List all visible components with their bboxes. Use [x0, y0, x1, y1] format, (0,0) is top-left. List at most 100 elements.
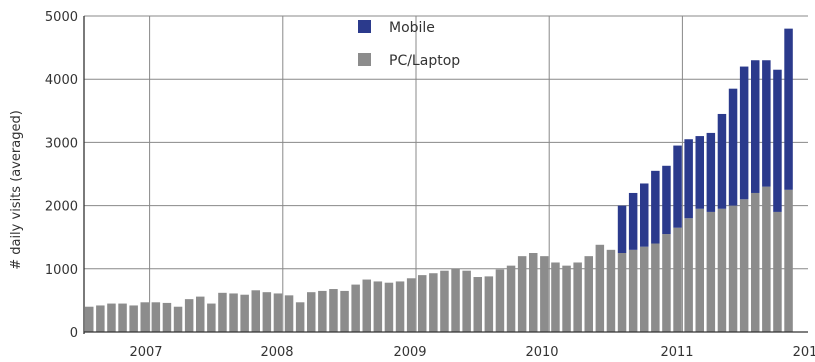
- bar-pc: [251, 290, 260, 332]
- bar-pc: [595, 244, 605, 332]
- x-tick-label: 2011: [660, 345, 693, 360]
- x-tick-label: 2008: [260, 345, 293, 360]
- bar-pc: [751, 192, 760, 332]
- y-tick-label: 1000: [45, 263, 78, 278]
- bar-pc: [484, 276, 494, 332]
- bar-pc: [673, 227, 682, 332]
- bar-pc: [473, 277, 482, 332]
- bar-pc: [262, 292, 272, 332]
- bar-pc: [240, 294, 249, 332]
- bar-pc: [129, 305, 138, 332]
- bar-pc: [307, 292, 316, 332]
- bar-mobile: [773, 69, 782, 212]
- bar-mobile: [784, 28, 793, 190]
- bar-pc: [773, 211, 782, 332]
- y-tick-label: 3000: [45, 136, 78, 151]
- bar-pc: [617, 253, 627, 332]
- y-tick-label: 2000: [45, 200, 78, 215]
- bar-pc: [196, 296, 205, 332]
- bar-pc: [340, 290, 349, 332]
- x-tick-label: 2007: [129, 345, 162, 360]
- bar-mobile: [617, 205, 627, 253]
- bar-mobile: [684, 139, 693, 219]
- x-tick-label: 2010: [525, 345, 558, 360]
- bar-mobile: [651, 170, 660, 244]
- legend-label-mobile: Mobile: [389, 20, 435, 36]
- bar-pc: [207, 303, 216, 332]
- bar-pc: [373, 281, 383, 332]
- bar-pc: [429, 273, 438, 332]
- y-axis-label: # daily visits (averaged): [9, 110, 24, 270]
- bar-mobile: [762, 60, 771, 187]
- bar-mobile: [628, 192, 638, 250]
- bar-mobile: [751, 60, 760, 193]
- bar-pc: [540, 256, 549, 332]
- x-tick-label: 2009: [393, 345, 426, 360]
- legend-label-pc: PC/Laptop: [389, 53, 460, 69]
- bar-pc: [318, 290, 327, 332]
- bar-pc: [351, 284, 360, 332]
- bar-pc: [96, 305, 105, 332]
- bar-pc: [495, 269, 505, 332]
- y-tick-label: 0: [70, 326, 78, 341]
- bar-pc: [395, 281, 405, 332]
- bar-pc: [85, 306, 94, 332]
- bar-pc: [728, 205, 738, 332]
- bar-pc: [762, 186, 771, 332]
- bars: [85, 28, 793, 332]
- tick-labels: 0 1000 2000 3000 4000 5000 2007 2008 2009 2010 201…: [45, 10, 815, 360]
- bar-pc: [173, 306, 183, 332]
- bar-pc: [706, 211, 716, 332]
- bar-pc: [684, 218, 693, 332]
- bar-pc: [295, 302, 305, 332]
- bar-mobile: [640, 183, 649, 247]
- bar-pc: [273, 293, 283, 332]
- bar-pc: [184, 299, 194, 332]
- bar-mobile: [662, 165, 671, 235]
- bar-pc: [418, 275, 427, 332]
- legend-swatch-pc: [358, 53, 371, 66]
- bar-pc: [606, 249, 616, 332]
- bar-pc: [118, 303, 127, 332]
- bar-pc: [329, 289, 338, 332]
- legend-swatch-mobile: [358, 20, 371, 33]
- bar-pc: [506, 265, 516, 332]
- bar-pc: [406, 278, 416, 332]
- bar-pc: [695, 208, 704, 332]
- bar-pc: [628, 249, 638, 332]
- bar-pc: [584, 256, 593, 332]
- bar-pc: [651, 243, 660, 332]
- bar-mobile: [717, 113, 727, 209]
- bar-pc: [562, 265, 571, 332]
- bar-pc: [739, 199, 749, 332]
- bar-pc: [440, 270, 449, 332]
- y-tick-label: 5000: [45, 10, 78, 25]
- bar-pc: [362, 279, 371, 332]
- bar-mobile: [739, 66, 749, 200]
- bar-pc: [151, 302, 161, 332]
- bar-pc: [451, 268, 460, 332]
- y-tick-label: 4000: [45, 73, 78, 88]
- bar-pc: [218, 292, 227, 332]
- legend: Mobile PC/Laptop: [358, 20, 460, 69]
- bar-pc: [284, 295, 294, 332]
- bar-mobile: [728, 88, 738, 206]
- x-tick-label: 201: [793, 345, 815, 360]
- bar-pc: [573, 262, 582, 332]
- bar-pc: [640, 246, 649, 332]
- bar-pc: [529, 253, 538, 332]
- bar-pc: [517, 256, 527, 332]
- bar-pc: [662, 234, 671, 332]
- bar-pc: [384, 282, 394, 332]
- bar-pc: [140, 302, 149, 332]
- axes: [83, 16, 808, 334]
- bar-pc: [784, 189, 793, 332]
- bar-pc: [551, 262, 560, 332]
- bar-pc: [462, 270, 471, 332]
- bar-pc: [229, 293, 238, 332]
- bar-pc: [717, 208, 727, 332]
- bar-pc: [162, 302, 172, 332]
- grid: [84, 15, 808, 332]
- bar-pc: [107, 303, 116, 332]
